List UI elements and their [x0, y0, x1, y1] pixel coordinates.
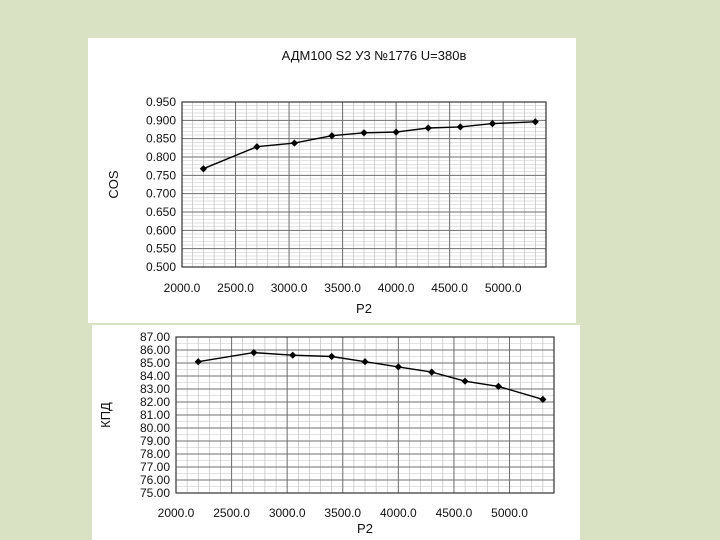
data-point: [424, 124, 432, 132]
y-tick-label: 87.00: [140, 330, 170, 344]
x-tick-label: 2500.0: [217, 281, 254, 295]
y-tick-label: 79.00: [140, 434, 170, 448]
x-tick-label: 2500.0: [213, 506, 250, 520]
chart-title: АДМ100 S2 У3 №1776 U=380в: [282, 48, 467, 63]
y-tick-label: 0.900: [146, 113, 176, 127]
data-point: [361, 358, 369, 366]
x-tick-label: 2000.0: [158, 506, 195, 520]
data-point: [456, 123, 464, 131]
data-point: [253, 143, 261, 151]
x-tick-label: 3500.0: [324, 281, 361, 295]
y-tick-label: 82.00: [140, 395, 170, 409]
data-point: [392, 128, 400, 136]
x-tick-label: 3000.0: [271, 281, 308, 295]
y-tick-label: 86.00: [140, 343, 170, 357]
y-axis-title: COS: [106, 170, 121, 199]
x-tick-label: 3000.0: [269, 506, 306, 520]
x-tick-label: 4000.0: [378, 281, 415, 295]
data-point: [488, 120, 497, 128]
y-tick-label: 0.700: [146, 187, 176, 201]
x-tick-label: 4500.0: [436, 506, 473, 520]
efficiency-chart-panel: 2000.0 2500.0 3000.0 3500.0 4000.0 4500.0 5000…: [92, 325, 580, 540]
y-tick-label: 75.00: [140, 486, 170, 500]
data-point: [328, 352, 336, 361]
data-point: [360, 129, 368, 137]
data-point: [199, 165, 208, 173]
x-axis-title: P2: [357, 521, 373, 536]
data-point: [394, 363, 402, 371]
cos-chart-panel: 2000.0 2500.0 3000.0 3500.0 4000.0 4500.0 5000…: [88, 38, 576, 323]
y-tick-label: 0.500: [146, 260, 176, 274]
y-tick-label: 0.800: [146, 150, 176, 164]
y-tick-label: 0.600: [146, 223, 176, 237]
x-axis-title: P2: [356, 301, 372, 316]
data-point: [539, 395, 547, 403]
data-point: [494, 382, 503, 390]
data-point: [194, 358, 202, 366]
y-tick-label: 85.00: [140, 356, 170, 370]
y-tick-label: 83.00: [140, 382, 170, 396]
plot-area-frame: [175, 336, 555, 494]
y-tick-label: 0.850: [146, 132, 176, 146]
cos-chart: 2000.0 2500.0 3000.0 3500.0 4000.0 4500.0 5000…: [106, 48, 547, 316]
data-point: [290, 139, 299, 147]
series-line: [203, 121, 536, 170]
plot-area-frame: [181, 101, 547, 268]
x-tick-label: 5000.0: [491, 506, 528, 520]
x-tick-label: 3500.0: [324, 506, 361, 520]
data-point: [531, 118, 539, 126]
y-tick-label: 77.00: [140, 460, 170, 474]
y-tick-label: 0.550: [146, 242, 176, 256]
data-point: [289, 351, 297, 359]
y-tick-label: 78.00: [140, 447, 170, 461]
efficiency-chart: 2000.0 2500.0 3000.0 3500.0 4000.0 4500.0 5000…: [98, 330, 555, 536]
y-tick-label: 0.950: [146, 95, 176, 109]
y-tick-label: 0.750: [146, 168, 176, 182]
x-tick-label: 2000.0: [164, 281, 201, 295]
y-tick-label: 84.00: [140, 369, 170, 383]
y-tick-label: 0.650: [146, 205, 176, 219]
y-tick-label: 80.00: [140, 421, 170, 435]
y-tick-label: 81.00: [140, 408, 170, 422]
data-point: [461, 377, 469, 385]
series-line: [198, 351, 544, 401]
y-axis-title: КПД: [98, 402, 113, 428]
x-tick-label: 4500.0: [431, 281, 468, 295]
x-tick-label: 4000.0: [380, 506, 417, 520]
x-tick-label: 5000.0: [485, 281, 522, 295]
y-tick-label: 76.00: [140, 473, 170, 487]
